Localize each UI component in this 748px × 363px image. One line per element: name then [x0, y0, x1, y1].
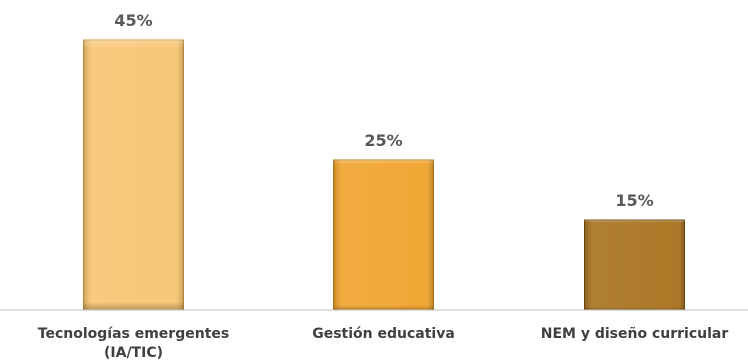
category-label-line: NEM y diseño curricular [541, 326, 729, 342]
bar-group: 15% NEM y diseño curricular [541, 191, 729, 342]
category-label: NEM y diseño curricular [541, 326, 729, 342]
category-label-line: Gestión educativa [312, 326, 455, 342]
bar [83, 39, 184, 311]
bar [584, 219, 685, 311]
plot-area: 45% Tecnologías emergentes (IA/TIC) 25% Gest… [38, 11, 729, 361]
category-label-line: Tecnologías emergentes [38, 326, 229, 342]
category-label-line: (IA/TIC) [104, 345, 163, 361]
category-label: Gestión educativa [312, 326, 455, 342]
bar-group: 45% Tecnologías emergentes (IA/TIC) [38, 11, 229, 361]
data-label: 25% [364, 131, 402, 150]
category-label: Tecnologías emergentes (IA/TIC) [38, 326, 229, 361]
bar [333, 159, 434, 311]
data-label: 15% [615, 191, 653, 210]
data-label: 45% [114, 11, 152, 30]
